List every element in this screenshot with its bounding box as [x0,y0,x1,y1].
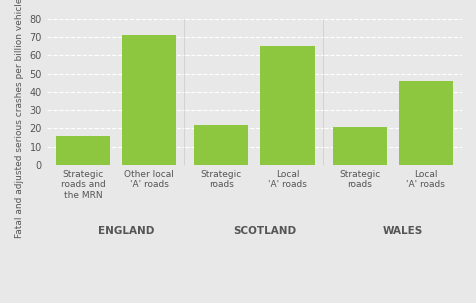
Bar [56,136,110,165]
Bar [122,35,176,165]
Text: SCOTLAND: SCOTLAND [233,226,296,236]
Y-axis label: Fatal and adjusted serious crashes per billion vehicle-kilometres: Fatal and adjusted serious crashes per b… [15,0,24,238]
Text: ENGLAND: ENGLAND [98,226,154,236]
Bar [260,46,314,165]
Text: WALES: WALES [382,226,422,236]
Bar [332,127,386,165]
Bar [194,125,248,165]
Bar [398,81,452,165]
